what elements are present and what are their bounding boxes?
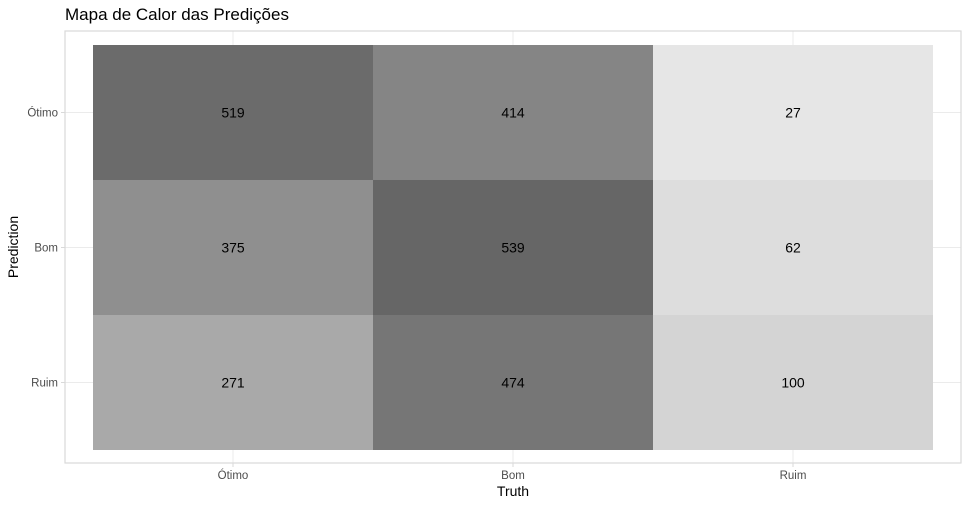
heatmap-cell (93, 180, 373, 315)
cell-value-label: 375 (221, 240, 245, 256)
heatmap-cell (373, 180, 653, 315)
x-tick-label: Ótimo (218, 469, 249, 482)
heatmap-cell (653, 45, 933, 180)
x-tick-label: Ruim (780, 470, 807, 482)
cell-value-label: 519 (221, 105, 245, 121)
x-axis-ticks: Ótimo Bom Ruim (218, 463, 807, 482)
y-tick-label: Bom (34, 243, 58, 255)
cell-value-label: 27 (785, 105, 801, 121)
cell-value-label: 271 (221, 375, 245, 391)
y-tick-label: Ruim (31, 378, 58, 390)
heatmap-cell (373, 315, 653, 450)
x-axis-title: Truth (497, 483, 529, 499)
y-axis-ticks: Ótimo Bom Ruim (27, 107, 65, 390)
heatmap-cell (653, 180, 933, 315)
cell-value-label: 62 (785, 240, 801, 256)
cell-value-label: 414 (501, 105, 525, 121)
x-tick-label: Bom (501, 470, 525, 482)
heatmap-cell (373, 45, 653, 180)
cell-value-label: 474 (501, 375, 525, 391)
cell-value-label: 539 (501, 240, 525, 256)
cell-labels: 519 414 27 375 539 62 271 474 100 (221, 105, 805, 391)
y-axis-title: Prediction (5, 216, 21, 278)
cell-value-label: 100 (781, 375, 805, 391)
heatmap-cells (93, 45, 933, 450)
heatmap-cell (653, 315, 933, 450)
y-tick-label: Ótimo (27, 107, 58, 120)
chart-title: Mapa de Calor das Predições (65, 5, 289, 24)
heatmap-cell (93, 45, 373, 180)
heatmap-cell (93, 315, 373, 450)
